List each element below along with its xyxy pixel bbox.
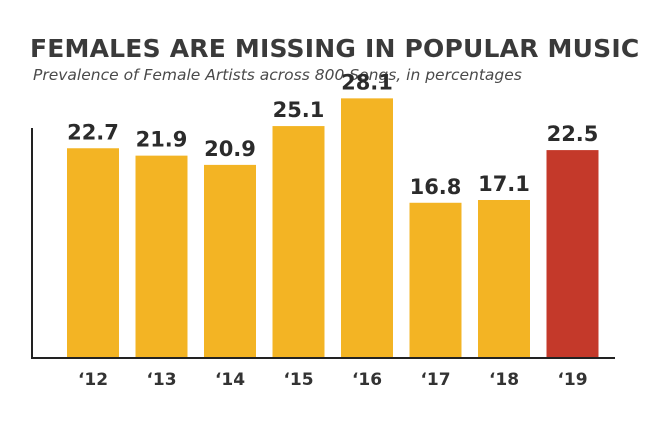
value-label-3: 25.1 <box>273 98 325 122</box>
x-tick-label-7: ‘19 <box>557 370 587 390</box>
bar-6 <box>478 199 530 358</box>
bar-4 <box>341 98 393 358</box>
bar-0 <box>67 148 119 358</box>
value-label-0: 22.7 <box>67 120 119 144</box>
x-tick-label-3: ‘15 <box>283 370 313 390</box>
value-label-6: 17.1 <box>478 172 530 196</box>
x-tick-labels-layer: ‘12 ‘13 ‘14 ‘15 ‘16 ‘17 ‘18 ‘19 <box>78 370 588 390</box>
x-tick-label-6: ‘18 <box>489 370 519 390</box>
bar-1 <box>135 155 188 358</box>
bar-5 <box>409 202 462 358</box>
x-tick-label-0: ‘12 <box>78 370 108 390</box>
value-label-2: 20.9 <box>204 137 256 161</box>
x-tick-label-2: ‘14 <box>215 370 245 390</box>
bar-3 <box>272 126 325 359</box>
chart-title: FEMALES ARE MISSING IN POPULAR MUSIC <box>30 34 640 63</box>
bar-7 <box>546 150 599 358</box>
value-label-7: 22.5 <box>547 122 599 146</box>
value-label-1: 21.9 <box>136 128 188 152</box>
bars-layer <box>67 98 599 359</box>
value-label-4: 28.1 <box>341 70 393 94</box>
value-label-5: 16.8 <box>410 175 462 199</box>
value-labels-layer: 22.7 21.9 20.9 25.1 28.1 16.8 17.1 22.5 <box>67 70 598 198</box>
bar-2 <box>204 164 256 358</box>
chart-subtitle: Prevalence of Female Artists across 800 … <box>33 66 522 84</box>
x-tick-label-5: ‘17 <box>420 370 450 390</box>
x-tick-label-1: ‘13 <box>146 370 176 390</box>
x-tick-label-4: ‘16 <box>352 370 382 390</box>
